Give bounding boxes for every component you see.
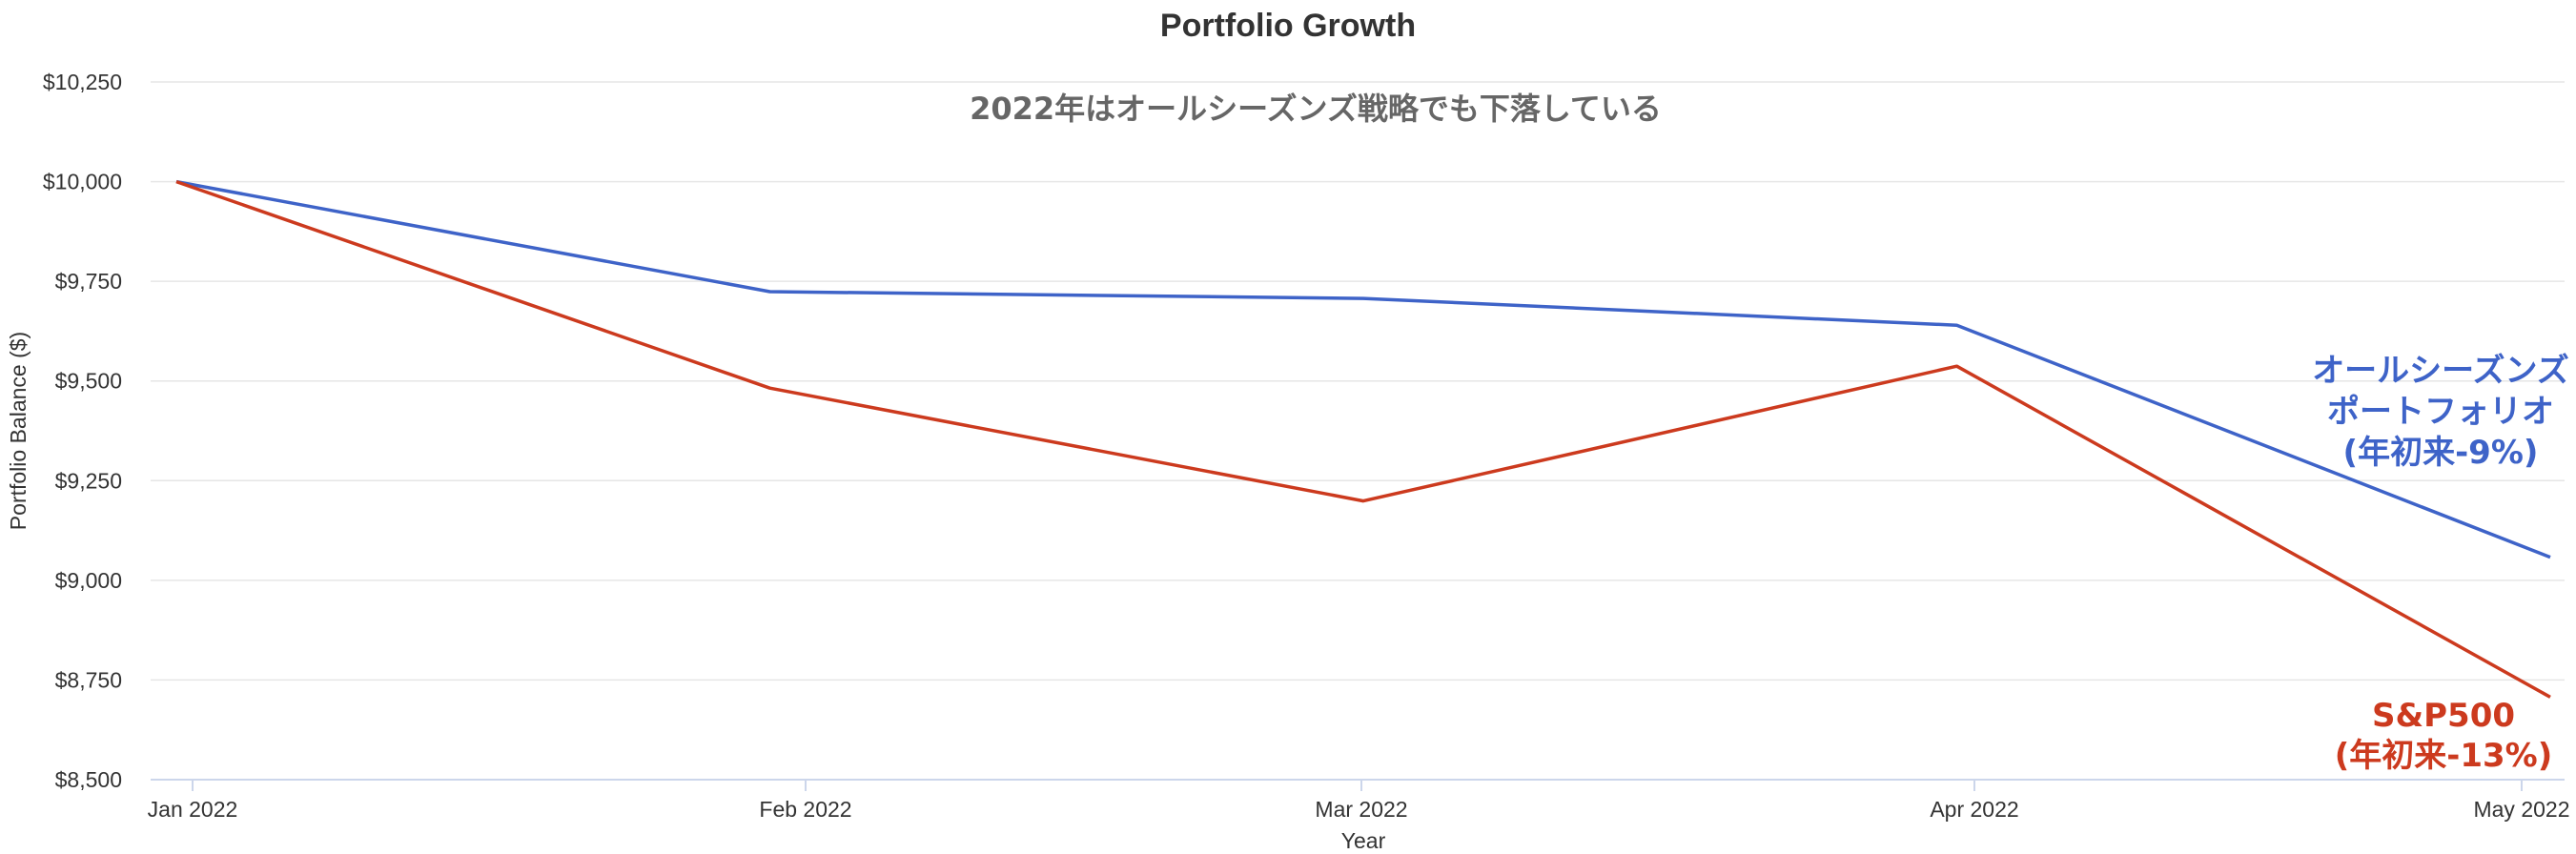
annotation-line: S&P500: [2372, 697, 2515, 735]
y-tick-label: $10,000: [43, 170, 122, 194]
annotation-line: (年初来-13%): [2335, 737, 2553, 775]
axes: $8,500 $8,750 $9,000 $9,250 $9,500 $9,750 $10,…: [43, 70, 2570, 822]
x-tick-label: May 2022: [2473, 797, 2569, 822]
y-tick-label: $9,250: [55, 468, 122, 493]
annotation-line: オールシーズンズ: [2312, 352, 2569, 390]
y-tick-label: $8,500: [55, 767, 122, 792]
series-line-sp500: [175, 179, 2551, 699]
x-tick-label: Jan 2022: [148, 797, 238, 822]
y-axis-title: Portfolio Balance ($): [6, 332, 31, 530]
series-lines: [175, 179, 2551, 699]
x-tick-label: Apr 2022: [1930, 797, 2018, 822]
series-annotation-allseasons: オールシーズンズポートフォリオ(年初来-9%): [2312, 352, 2569, 472]
annotation-line: (年初来-9%): [2343, 434, 2539, 472]
y-tick-label: $8,750: [55, 667, 122, 692]
series-annotation-sp500: S&P500 (年初来-13%): [2335, 697, 2553, 775]
y-tick-label: $10,250: [43, 70, 122, 94]
series-annotations: オールシーズンズポートフォリオ(年初来-9%) S&P500 (年初来-13%): [2312, 352, 2569, 775]
y-tick-label: $9,000: [55, 568, 122, 593]
y-tick-label: $9,750: [55, 269, 122, 294]
x-axis-title: Year: [1341, 828, 1386, 853]
series-line-allseasons: [175, 179, 2551, 559]
chart-subtitle: 2022年はオールシーズンズ戦略でも下落している: [970, 91, 1662, 127]
x-tick-label: Feb 2022: [759, 797, 851, 822]
gridlines: [151, 81, 2565, 681]
annotation-line: ポートフォリオ: [2327, 393, 2554, 431]
x-tick-label: Mar 2022: [1315, 797, 1407, 822]
y-tick-label: $9,500: [55, 369, 122, 394]
chart-title: Portfolio Growth: [1160, 8, 1416, 44]
